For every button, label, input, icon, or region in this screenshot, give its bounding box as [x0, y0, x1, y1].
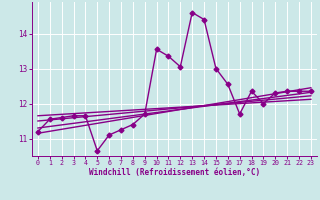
- X-axis label: Windchill (Refroidissement éolien,°C): Windchill (Refroidissement éolien,°C): [89, 168, 260, 177]
